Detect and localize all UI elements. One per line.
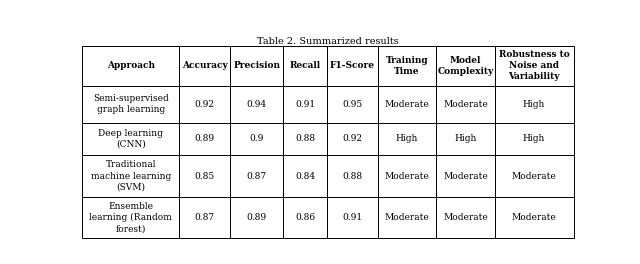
Bar [179, 123, 230, 155]
Text: Moderate: Moderate [512, 213, 556, 222]
Bar [83, 197, 179, 238]
Bar [327, 155, 378, 197]
Text: Deep learning
(CNN): Deep learning (CNN) [99, 129, 163, 149]
Bar [327, 46, 378, 86]
Text: Robustness to
Noise and
Variability: Robustness to Noise and Variability [499, 50, 570, 81]
Bar [83, 46, 179, 86]
Text: High: High [523, 100, 545, 109]
Text: Moderate: Moderate [385, 100, 429, 109]
Text: 0.88: 0.88 [295, 134, 315, 143]
Text: Table 2. Summarized results: Table 2. Summarized results [257, 37, 399, 46]
Text: High: High [396, 134, 418, 143]
Bar [179, 155, 230, 197]
Bar [284, 46, 327, 86]
Text: 0.9: 0.9 [250, 134, 264, 143]
Text: 0.86: 0.86 [295, 213, 315, 222]
Text: Semi-supervised
graph learning: Semi-supervised graph learning [93, 94, 169, 114]
Text: Training
Time: Training Time [385, 56, 428, 76]
Text: 0.94: 0.94 [246, 100, 267, 109]
Bar [495, 197, 573, 238]
Text: Moderate: Moderate [385, 213, 429, 222]
Bar [495, 123, 573, 155]
Bar [230, 46, 284, 86]
Text: 0.87: 0.87 [246, 172, 267, 181]
Text: Moderate: Moderate [385, 172, 429, 181]
Bar [230, 86, 284, 123]
Bar [179, 197, 230, 238]
Text: Model
Complexity: Model Complexity [437, 56, 493, 76]
Text: High: High [523, 134, 545, 143]
Bar [284, 155, 327, 197]
Text: Approach: Approach [107, 61, 155, 70]
Bar [378, 86, 436, 123]
Text: Moderate: Moderate [443, 100, 488, 109]
Text: F1-Score: F1-Score [330, 61, 374, 70]
Text: Moderate: Moderate [443, 172, 488, 181]
Text: Moderate: Moderate [443, 213, 488, 222]
Text: Accuracy: Accuracy [182, 61, 227, 70]
Bar [327, 86, 378, 123]
Text: 0.89: 0.89 [195, 134, 214, 143]
Text: 0.91: 0.91 [342, 213, 362, 222]
Text: Traditional
machine learning
(SVM): Traditional machine learning (SVM) [91, 161, 171, 192]
Text: 0.89: 0.89 [246, 213, 267, 222]
Bar [378, 197, 436, 238]
Bar [230, 197, 284, 238]
Bar [83, 123, 179, 155]
Bar [230, 155, 284, 197]
Text: 0.91: 0.91 [295, 100, 315, 109]
Bar [436, 123, 495, 155]
Bar [495, 46, 573, 86]
Text: 0.87: 0.87 [195, 213, 214, 222]
Bar [436, 46, 495, 86]
Bar [378, 155, 436, 197]
Text: Precision: Precision [233, 61, 280, 70]
Text: Ensemble
learning (Random
forest): Ensemble learning (Random forest) [90, 202, 172, 233]
Bar [378, 123, 436, 155]
Bar [378, 46, 436, 86]
Bar [83, 155, 179, 197]
Bar [179, 86, 230, 123]
Text: 0.85: 0.85 [195, 172, 215, 181]
Bar [284, 123, 327, 155]
Bar [495, 155, 573, 197]
Text: 0.84: 0.84 [295, 172, 315, 181]
Bar [284, 197, 327, 238]
Bar [495, 86, 573, 123]
Bar [327, 197, 378, 238]
Text: 0.88: 0.88 [342, 172, 362, 181]
Bar [83, 86, 179, 123]
Text: 0.95: 0.95 [342, 100, 362, 109]
Bar [179, 46, 230, 86]
Text: 0.92: 0.92 [195, 100, 214, 109]
Bar [284, 86, 327, 123]
Text: 0.92: 0.92 [342, 134, 362, 143]
Bar [327, 123, 378, 155]
Bar [436, 197, 495, 238]
Text: High: High [454, 134, 477, 143]
Bar [436, 86, 495, 123]
Bar [436, 155, 495, 197]
Bar [230, 123, 284, 155]
Text: Moderate: Moderate [512, 172, 556, 181]
Text: Recall: Recall [289, 61, 321, 70]
